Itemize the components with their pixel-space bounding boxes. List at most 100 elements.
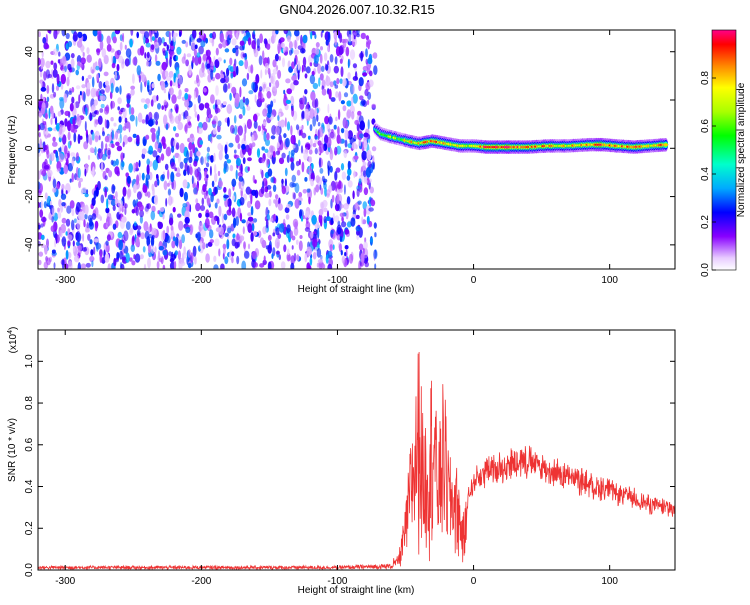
noise-cell — [40, 93, 43, 101]
noise-cell — [287, 248, 290, 256]
noise-cell — [220, 144, 224, 153]
noise-cell — [293, 39, 298, 49]
noise-cell — [351, 142, 357, 150]
noise-cell — [218, 226, 224, 236]
noise-cell — [38, 224, 41, 229]
noise-cell — [90, 249, 94, 256]
noise-cell — [197, 114, 200, 122]
noise-cell — [101, 48, 107, 58]
noise-cell — [275, 194, 279, 200]
noise-cell — [234, 125, 238, 136]
noise-cell — [218, 205, 222, 217]
noise-cell — [340, 249, 343, 256]
noise-cell — [360, 32, 366, 40]
noise-cell — [206, 174, 209, 179]
noise-cell — [164, 163, 169, 171]
noise-cell — [112, 205, 116, 211]
noise-cell — [38, 190, 42, 196]
noise-cell — [294, 30, 300, 37]
noise-cell — [251, 142, 256, 148]
noise-cell — [175, 32, 178, 37]
noise-cell — [359, 95, 364, 101]
noise-cell — [67, 120, 72, 132]
noise-cell — [356, 123, 360, 132]
noise-cell — [89, 255, 95, 263]
noise-cell — [172, 206, 176, 213]
x-tick-label: 100 — [601, 275, 618, 286]
noise-cell — [132, 73, 135, 84]
noise-cell — [154, 30, 158, 33]
noise-cell — [210, 136, 213, 144]
noise-cell — [91, 131, 95, 141]
noise-cell — [339, 32, 343, 43]
noise-cell — [267, 244, 273, 254]
noise-cell — [308, 165, 313, 176]
noise-cell — [124, 117, 128, 123]
noise-cell — [354, 119, 360, 126]
y-tick-label: 0.8 — [24, 396, 35, 410]
noise-cell — [194, 55, 200, 66]
noise-cell — [309, 74, 316, 85]
noise-cell — [310, 231, 314, 239]
noise-cell — [132, 199, 137, 208]
noise-cell — [366, 99, 370, 106]
noise-cell — [344, 120, 349, 129]
noise-cell — [352, 93, 358, 104]
noise-cell — [275, 198, 279, 208]
noise-cell — [76, 40, 83, 48]
noise-cell — [98, 58, 102, 68]
noise-cell — [343, 203, 349, 210]
noise-cell — [141, 74, 147, 83]
noise-cell — [53, 62, 58, 71]
noise-cell — [296, 169, 301, 176]
noise-cell — [93, 246, 96, 255]
noise-cell — [124, 58, 130, 67]
noise-cell — [275, 250, 281, 255]
noise-cell — [111, 143, 115, 149]
noise-cell — [195, 198, 199, 204]
x-tick-label: -200 — [191, 576, 211, 587]
noise-cell — [184, 88, 189, 93]
noise-cell — [309, 62, 313, 67]
noise-cell — [318, 213, 323, 224]
noise-cell — [289, 230, 294, 239]
noise-cell — [72, 246, 76, 252]
noise-cell — [77, 167, 81, 179]
noise-cell — [322, 199, 328, 208]
noise-cell — [290, 255, 295, 265]
noise-cell — [44, 192, 48, 200]
noise-cell — [365, 48, 368, 58]
noise-cell — [233, 217, 237, 228]
noise-cell — [239, 196, 245, 206]
noise-cell — [217, 143, 222, 151]
noise-cell — [105, 143, 108, 150]
noise-cell — [293, 192, 296, 200]
noise-cell — [205, 243, 209, 248]
noise-cell — [137, 112, 143, 123]
noise-cell — [278, 134, 282, 145]
noise-cell — [370, 199, 376, 207]
noise-cell — [47, 127, 53, 132]
noise-cell — [250, 205, 254, 216]
noise-cell — [47, 169, 53, 177]
noise-cell — [204, 217, 210, 229]
noise-cell — [42, 96, 45, 102]
noise-cell — [148, 89, 152, 96]
noise-cell — [205, 253, 210, 263]
noise-cell — [91, 260, 94, 268]
noise-cell — [325, 39, 329, 46]
noise-cell — [286, 35, 291, 42]
noise-cell — [147, 80, 150, 86]
noise-cell — [317, 122, 321, 127]
noise-cell — [71, 157, 75, 167]
noise-cell — [355, 214, 360, 220]
noise-cell — [247, 166, 250, 172]
noise-cell — [81, 247, 87, 252]
noise-cell — [158, 156, 162, 164]
noise-cell — [38, 112, 43, 118]
noise-cell — [40, 107, 45, 115]
noise-cell — [216, 216, 220, 226]
noise-cell — [247, 147, 252, 156]
noise-cell — [363, 140, 368, 150]
noise-cell — [38, 240, 41, 247]
